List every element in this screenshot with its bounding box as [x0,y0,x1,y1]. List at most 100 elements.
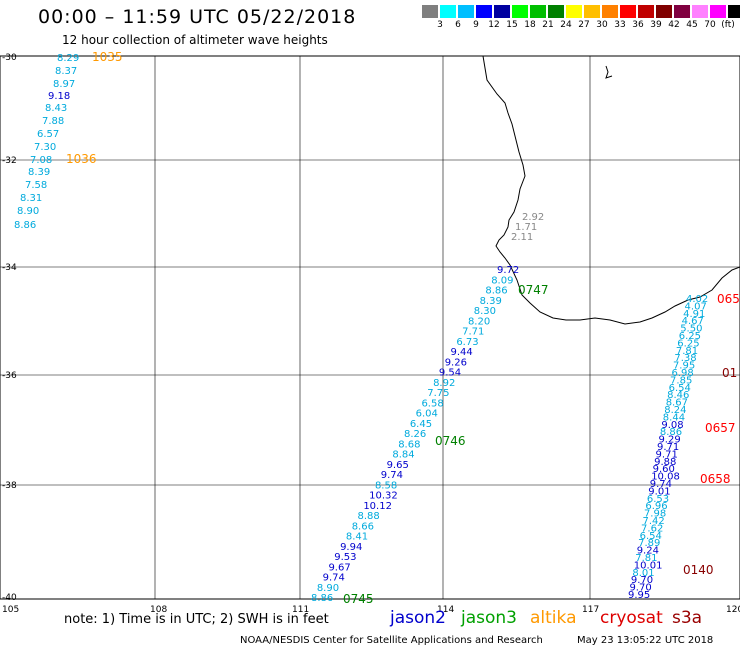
legend-label: 42 [668,20,680,30]
wave-height-value: 9.08 [661,420,683,431]
time-label: 1035 [92,50,123,64]
wave-height-value: 8.86 [660,427,682,438]
wave-height-value: 8.24 [664,405,686,416]
wave-height-value: 9.70 [631,575,653,586]
wave-height-value: 4.67 [682,316,704,327]
wave-height-value: 8.86 [14,220,36,231]
wave-height-value: 8.84 [392,450,414,461]
wave-height-value: 7.95 [673,361,695,372]
wave-height-value: 7.85 [670,375,692,386]
wave-height-value: 6.98 [672,368,694,379]
wave-height-value: 8.86 [485,286,507,297]
legend-label: 6 [455,20,461,30]
legend-swatch [440,5,456,18]
legend-swatch [530,5,546,18]
time-label: 065 [717,292,740,306]
time-label: 0745 [343,592,374,606]
legend-swatch [494,5,510,18]
wave-height-value: 8.26 [404,429,426,440]
wave-height-value: 10.32 [369,491,398,502]
legend-swatch [710,5,726,18]
wave-height-value: 9.70 [629,583,651,594]
wave-height-value: 6.54 [640,531,662,542]
satellite-cryosat: cryosat [600,608,663,628]
wave-height-value: 6.25 [677,338,699,349]
wave-height-value: 7.71 [462,327,484,338]
time-label: 0747 [518,283,549,297]
australia-coastline [482,55,740,325]
wave-height-value: 8.92 [433,378,455,389]
wave-height-value: 9.88 [654,457,676,468]
legend-label: 3 [437,20,443,30]
wave-height-value: 6.54 [669,383,691,394]
wave-height-value: 8.39 [28,167,50,178]
wave-height-value: 9.67 [328,562,350,573]
longitude-label: 117 [582,605,599,615]
legend-swatch [602,5,618,18]
satellite-altika: altika [530,608,577,628]
wave-height-value: 6.58 [421,398,443,409]
wave-height-value: 10.08 [651,472,680,483]
latitude-label: -36 [2,371,17,381]
wave-height-value: 9.44 [451,347,473,358]
wave-height-value: 9.26 [445,357,467,368]
wave-height-value: 9.74 [323,573,345,584]
wave-height-value: 7.62 [641,523,663,534]
longitude-label: 111 [292,605,309,615]
wave-height-value: 8.67 [666,398,688,409]
wave-height-value: 9.24 [637,546,659,557]
wave-height-value: 6.04 [416,409,438,420]
legend-swatch [620,5,636,18]
wave-height-value: 9.53 [334,552,356,563]
wave-height-value: 7.88 [42,116,64,127]
legend-swatch [674,5,690,18]
island-coastline [605,65,613,79]
page-subtitle: 12 hour collection of altimeter wave hei… [62,33,328,47]
wave-height-value: 7.81 [635,553,657,564]
wave-height-value: 9.29 [658,435,680,446]
wave-height-value: 4.07 [685,301,707,312]
legend-swatch [548,5,564,18]
wave-height-value: 10.12 [363,501,392,512]
time-label: 0657 [705,421,736,435]
legend-swatch [458,5,474,18]
legend-swatch [476,5,492,18]
wave-height-value: 4.02 [686,294,708,305]
legend-label: 39 [650,20,662,30]
legend-swatch [422,5,438,18]
wave-height-value: 8.20 [468,316,490,327]
satellite-jason3: jason3 [461,608,517,628]
wave-height-value: 2.11 [511,232,533,243]
page-title: 00:00 – 11:59 UTC 05/22/2018 [38,6,357,28]
wave-height-value: 1.71 [515,222,537,233]
wave-height-value: 9.74 [650,479,672,490]
wave-height-value: 9.18 [48,91,70,102]
wave-height-value: 7.58 [25,180,47,191]
wave-height-value: 4.91 [683,309,705,320]
wave-height-value: 7.38 [674,353,696,364]
wave-height-value: 8.41 [346,532,368,543]
longitude-label: 114 [437,605,454,615]
legend-swatch [512,5,528,18]
wave-height-value: 6.53 [647,494,669,505]
legend-label: 15 [506,20,518,30]
wave-height-value: 7.89 [638,538,660,549]
wave-height-value: 7.30 [34,142,56,153]
wave-height-value: 9.72 [497,265,519,276]
time-label: 1036 [66,152,97,166]
legend-label: (ft) [721,20,735,30]
time-label: 0658 [700,472,731,486]
wave-height-value: 8.97 [53,79,75,90]
map-grid [0,56,740,599]
generation-timestamp: May 23 13:05:22 UTC 2018 [577,635,714,646]
latitude-label: -32 [2,156,17,166]
time-label: 0140 [683,563,714,577]
wave-height-value: 8.90 [17,206,39,217]
map-frame [0,55,740,600]
wave-height-value: 8.29 [57,53,79,64]
wave-height-value: 9.65 [387,460,409,471]
wave-height-value: 8.43 [45,103,67,114]
wave-height-value: 6.96 [645,501,667,512]
